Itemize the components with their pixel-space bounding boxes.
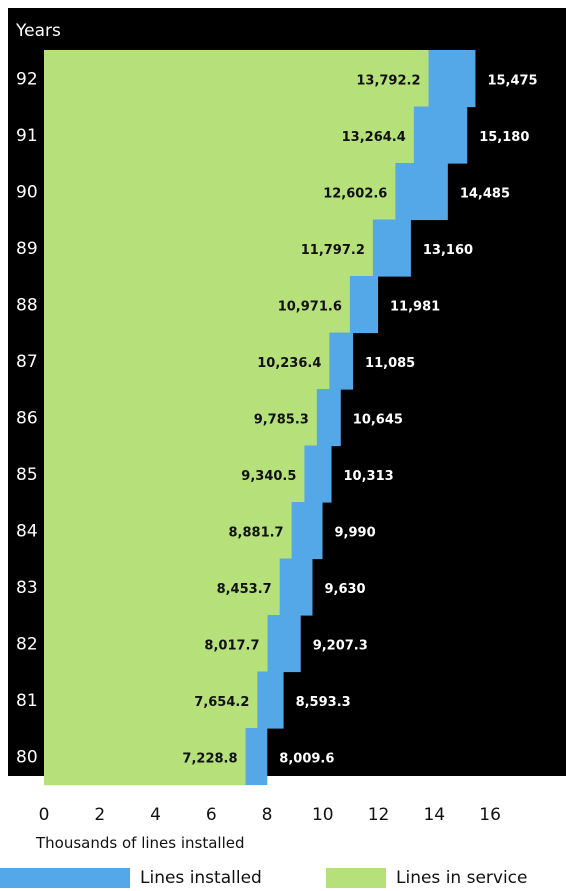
data-label-installed: 11,981	[390, 299, 440, 314]
bar-service-81	[44, 671, 258, 729]
data-label-installed: 10,645	[353, 412, 403, 427]
bar-service-82	[44, 615, 268, 673]
bar-service-88	[44, 276, 350, 334]
data-label-installed: 15,475	[487, 73, 537, 88]
legend-swatch-installed	[0, 868, 130, 888]
data-label-installed: 10,313	[344, 469, 394, 484]
bar-service-87	[44, 332, 330, 390]
bar-service-85	[44, 445, 305, 503]
data-label-service: 8,453.7	[217, 582, 272, 597]
data-label-service: 12,602.6	[323, 186, 387, 201]
x-tick-label: 4	[150, 805, 161, 825]
x-tick-label: 0	[39, 805, 50, 825]
data-label-installed: 9,207.3	[313, 638, 368, 653]
data-label-installed: 13,160	[423, 243, 473, 258]
data-label-service: 10,971.6	[278, 299, 342, 314]
x-tick-label: 16	[479, 805, 501, 825]
x-tick-label: 8	[262, 805, 273, 825]
data-label-installed: 8,009.6	[279, 751, 334, 766]
bar-service-90	[44, 163, 396, 221]
legend-swatch-service	[326, 868, 386, 888]
legend-label-installed: Lines installed	[140, 868, 262, 888]
y-tick-label: 90	[16, 182, 38, 202]
x-tick-label: 14	[423, 805, 445, 825]
bar-service-80	[44, 728, 246, 786]
bar-service-84	[44, 502, 292, 560]
legend-item-installed: Lines installed	[0, 866, 262, 890]
data-label-service: 11,797.2	[301, 243, 365, 258]
bar-service-89	[44, 219, 373, 277]
data-label-service: 7,228.8	[182, 751, 237, 766]
y-tick-label: 86	[16, 408, 38, 428]
x-tick-label: 2	[94, 805, 105, 825]
y-tick-label: 88	[16, 295, 38, 315]
data-label-service: 13,792.2	[356, 73, 420, 88]
data-label-installed: 9,630	[324, 582, 365, 597]
data-label-installed: 11,085	[365, 356, 415, 371]
data-label-installed: 15,180	[479, 130, 529, 145]
data-label-installed: 14,485	[460, 186, 510, 201]
y-tick-label: 83	[16, 578, 38, 598]
bar-service-91	[44, 106, 414, 164]
y-tick-label: 87	[16, 352, 38, 372]
legend-label-service: Lines in service	[396, 868, 528, 888]
y-tick-label: 85	[16, 465, 38, 485]
data-label-service: 10,236.4	[257, 356, 321, 371]
y-axis-title: Years	[15, 21, 61, 41]
x-tick-label: 6	[206, 805, 217, 825]
data-label-service: 9,340.5	[241, 469, 296, 484]
y-tick-label: 84	[16, 521, 38, 541]
data-label-service: 8,017.7	[204, 638, 259, 653]
x-axis-title: Thousands of lines installed	[36, 834, 245, 852]
y-tick-label: 82	[16, 634, 38, 654]
data-label-service: 13,264.4	[342, 130, 406, 145]
x-tick-label: 12	[368, 805, 390, 825]
data-label-service: 9,785.3	[254, 412, 309, 427]
y-tick-label: 89	[16, 239, 38, 259]
bar-service-86	[44, 389, 317, 447]
x-tick-label: 10	[312, 805, 334, 825]
bar-service-92	[44, 50, 429, 108]
data-label-service: 7,654.2	[194, 695, 249, 710]
y-tick-label: 81	[16, 691, 38, 711]
data-label-service: 8,881.7	[229, 525, 284, 540]
bar-service-83	[44, 558, 280, 616]
y-tick-label: 91	[16, 126, 38, 146]
y-tick-label: 80	[16, 747, 38, 767]
legend-item-service: Lines in service	[326, 866, 527, 890]
y-tick-label: 92	[16, 69, 38, 89]
data-label-installed: 8,593.3	[296, 695, 351, 710]
data-label-installed: 9,990	[335, 525, 376, 540]
